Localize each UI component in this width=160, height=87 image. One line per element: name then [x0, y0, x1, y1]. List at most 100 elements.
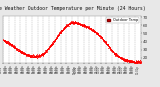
Point: [106, 44, 109, 45]
Point: [137, 61, 140, 63]
Point: [60, 29, 63, 31]
Point: [104, 42, 107, 43]
Point: [93, 31, 96, 32]
Point: [75, 22, 78, 23]
Point: [66, 25, 68, 26]
Point: [101, 38, 103, 39]
Point: [34, 56, 36, 57]
Point: [126, 61, 129, 62]
Point: [40, 53, 43, 55]
Point: [54, 38, 57, 39]
Point: [123, 60, 126, 62]
Point: [133, 60, 135, 62]
Point: [114, 52, 117, 54]
Point: [61, 29, 64, 31]
Point: [74, 23, 77, 24]
Point: [137, 62, 139, 63]
Point: [24, 53, 27, 55]
Point: [71, 22, 74, 24]
Point: [120, 57, 123, 58]
Point: [63, 26, 66, 28]
Point: [32, 56, 35, 57]
Point: [119, 57, 122, 58]
Point: [121, 58, 123, 60]
Point: [30, 54, 33, 56]
Point: [30, 54, 33, 56]
Point: [49, 44, 52, 46]
Point: [5, 40, 8, 42]
Point: [91, 29, 93, 30]
Point: [16, 49, 19, 50]
Point: [97, 35, 100, 36]
Point: [72, 22, 75, 23]
Point: [74, 22, 76, 23]
Point: [125, 60, 128, 61]
Point: [56, 36, 58, 38]
Point: [43, 52, 45, 54]
Point: [52, 42, 54, 43]
Point: [87, 27, 90, 28]
Point: [5, 41, 7, 42]
Point: [131, 61, 134, 62]
Point: [67, 25, 70, 27]
Point: [7, 42, 9, 44]
Point: [101, 37, 103, 39]
Point: [24, 53, 27, 54]
Point: [47, 46, 50, 48]
Point: [100, 37, 103, 38]
Point: [102, 38, 104, 40]
Point: [36, 56, 39, 57]
Point: [87, 27, 89, 28]
Point: [46, 51, 48, 52]
Point: [5, 40, 8, 42]
Point: [104, 40, 106, 42]
Point: [3, 39, 5, 40]
Point: [37, 55, 40, 57]
Point: [25, 54, 28, 55]
Point: [119, 57, 121, 58]
Point: [110, 50, 113, 51]
Point: [27, 54, 29, 56]
Point: [13, 47, 16, 49]
Point: [54, 40, 56, 41]
Point: [46, 49, 49, 51]
Point: [106, 44, 109, 45]
Point: [112, 51, 114, 53]
Point: [36, 55, 39, 57]
Point: [121, 57, 124, 58]
Point: [108, 45, 110, 47]
Point: [20, 51, 22, 53]
Point: [77, 23, 80, 25]
Point: [116, 54, 119, 55]
Point: [84, 25, 87, 27]
Point: [107, 46, 110, 47]
Point: [21, 53, 24, 54]
Point: [68, 23, 71, 25]
Point: [48, 46, 50, 47]
Point: [41, 53, 44, 54]
Point: [12, 46, 15, 47]
Point: [25, 54, 27, 55]
Point: [55, 37, 58, 38]
Point: [80, 24, 82, 25]
Point: [44, 51, 46, 53]
Point: [26, 55, 29, 56]
Point: [77, 23, 79, 24]
Point: [51, 43, 54, 44]
Point: [43, 53, 45, 55]
Point: [97, 34, 100, 35]
Point: [55, 37, 57, 39]
Point: [98, 34, 100, 36]
Point: [101, 39, 104, 40]
Point: [99, 35, 102, 36]
Point: [122, 60, 124, 61]
Point: [43, 51, 46, 53]
Point: [39, 54, 41, 56]
Point: [126, 60, 129, 61]
Point: [139, 61, 142, 62]
Point: [75, 22, 77, 23]
Point: [6, 41, 8, 42]
Point: [84, 24, 87, 25]
Point: [116, 56, 119, 57]
Point: [20, 50, 23, 52]
